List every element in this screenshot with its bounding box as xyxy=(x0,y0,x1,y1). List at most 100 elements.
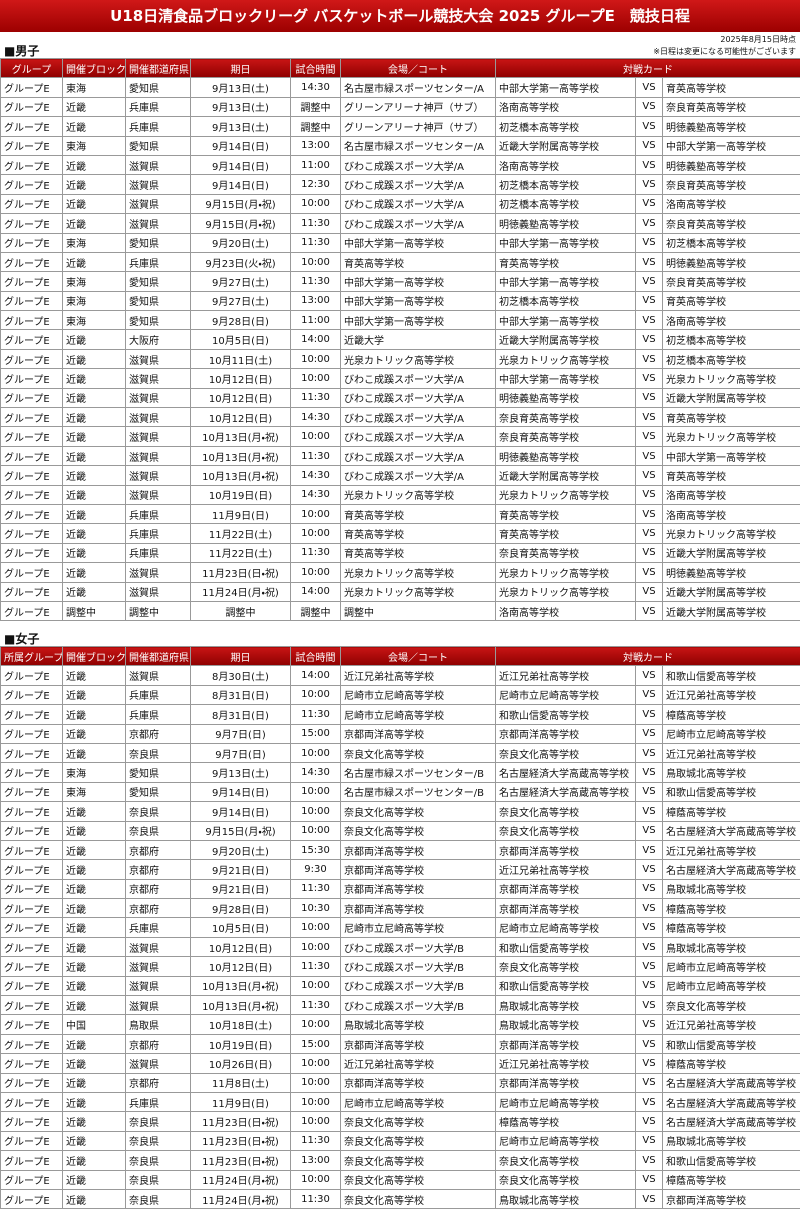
cell: VS xyxy=(635,781,663,803)
cell: VS xyxy=(635,465,663,486)
cell: 近畿 xyxy=(62,898,126,919)
row: グループE 近畿 京都府 9月21日(日) 9:30 京都両洋高等学校 近江兄弟社高等学校 V… xyxy=(0,859,800,880)
cell: 滋賀県 xyxy=(125,193,191,215)
cell: 10月5日(日) xyxy=(190,329,291,350)
cell: 名古屋経済大学高蔵高等学校 xyxy=(662,1072,800,1093)
cell: 9月13日(土) xyxy=(190,116,291,137)
cell: グループE xyxy=(0,484,63,505)
cell: 近江兄弟社高等学校 xyxy=(495,1053,636,1074)
cell: 尼崎市立尼崎高等学校 xyxy=(495,917,636,938)
cell: グループE xyxy=(0,581,63,602)
cell: 樟蔭高等学校 xyxy=(662,898,800,919)
cell: 奈良育英高等学校 xyxy=(495,542,636,564)
cell: VS xyxy=(635,684,663,706)
cell: 滋賀県 xyxy=(125,936,191,958)
cell: 育英高等学校 xyxy=(662,465,800,486)
cell: 近畿大学附属高等学校 xyxy=(662,387,800,409)
cell: 10月5日(日) xyxy=(190,917,291,938)
cell: 10:00 xyxy=(290,1014,341,1035)
cell: びわこ成蹊スポーツ大学/A xyxy=(340,445,496,467)
cell: 京都府 xyxy=(125,859,191,880)
cell: グループE xyxy=(0,600,63,622)
cell: グループE xyxy=(0,407,63,428)
cell: 11:00 xyxy=(290,154,341,176)
cell: VS xyxy=(635,975,663,997)
cell: 京都府 xyxy=(125,1072,191,1093)
cell: VS xyxy=(635,174,663,195)
row: グループE 近畿 京都府 11月8日(土) 10:00 京都両洋高等学校 京都両洋高等学校 V… xyxy=(0,1072,800,1093)
row: グループE 近畿 兵庫県 9月13日(土) 調整中 グリーンアリーナ神戸（サブ） 洛南高等学… xyxy=(0,96,800,118)
header-row: 所属グループ 開催ブロック 開催都道府県 期日 試合時間 会場／コート 対戦カード xyxy=(0,645,800,667)
cell: 滋賀県 xyxy=(125,1053,191,1074)
cell: 名古屋経済大学高蔵高等学校 xyxy=(662,1111,800,1132)
cell: VS xyxy=(635,936,663,958)
cell: 近畿大学 xyxy=(340,329,496,350)
cell: 育英高等学校 xyxy=(662,407,800,428)
cell: 近江兄弟社高等学校 xyxy=(662,684,800,706)
cell: 近畿 xyxy=(62,193,126,215)
cell: 11:30 xyxy=(290,542,341,564)
column-header: 開催ブロック xyxy=(62,57,126,79)
cell: 奈良県 xyxy=(125,742,191,764)
cell: 近畿 xyxy=(62,562,126,583)
cell: 奈良県 xyxy=(125,801,191,822)
cell: VS xyxy=(635,310,663,331)
cell: 兵庫県 xyxy=(125,503,191,525)
cell: 9月28日(日) xyxy=(190,310,291,331)
row: グループE 近畿 兵庫県 9月23日(火・祝) 10:00 育英高等学校 育英高等学校 VS 明… xyxy=(0,251,800,273)
cell: 11:30 xyxy=(290,232,341,253)
cell: 尼崎市立尼崎高等学校 xyxy=(340,917,496,938)
cell: 9月21日(日) xyxy=(190,859,291,880)
cell: 11:30 xyxy=(290,1188,341,1210)
cell: 11月22日(土) xyxy=(190,542,291,564)
cell: 近江兄弟社高等学校 xyxy=(495,859,636,880)
cell: 9月14日(日) xyxy=(190,154,291,176)
column-header: 会場／コート xyxy=(340,645,496,667)
cell: 10月19日(日) xyxy=(190,484,291,505)
cell: 9月15日(月・祝) xyxy=(190,820,291,841)
cell: 10月11日(土) xyxy=(190,348,291,370)
title: U18日清食品ブロックリーグ バスケットボール競技大会 2025 グループE 競… xyxy=(0,0,800,32)
cell: びわこ成蹊スポーツ大学/A xyxy=(340,426,496,447)
cell: 洛南高等学校 xyxy=(495,96,636,118)
cell: 9月27日(土) xyxy=(190,271,291,292)
cell: VS xyxy=(635,368,663,389)
cell: グリーンアリーナ神戸（サブ） xyxy=(340,96,496,118)
cell: グループE xyxy=(0,1150,63,1171)
cell: VS xyxy=(635,1033,663,1055)
cell: 京都両洋高等学校 xyxy=(340,1033,496,1055)
cell: 鳥取城北高等学校 xyxy=(662,1130,800,1152)
cell: 光泉カトリック高等学校 xyxy=(495,581,636,602)
cell: 14:30 xyxy=(290,77,341,98)
cell: 和歌山信愛高等学校 xyxy=(662,1033,800,1055)
cell: びわこ成蹊スポーツ大学/A xyxy=(340,154,496,176)
cell: グループE xyxy=(0,251,63,273)
cell: VS xyxy=(635,742,663,764)
cell: 滋賀県 xyxy=(125,665,191,686)
cell: 11:30 xyxy=(290,213,341,234)
cell: 奈良文化高等学校 xyxy=(495,956,636,977)
cell: 初芝橋本高等学校 xyxy=(662,232,800,253)
cell: VS xyxy=(635,407,663,428)
cell: VS xyxy=(635,154,663,176)
row: グループE 近畿 滋賀県 9月15日(月・祝) 10:00 びわこ成蹊スポーツ大学/A 初芝… xyxy=(0,193,800,215)
row: グループE 近畿 奈良県 11月24日(月・祝) 10:00 奈良文化高等学校 奈良文化高等… xyxy=(0,1169,800,1190)
column-header: 開催都道府県 xyxy=(125,645,191,667)
cell: 近畿 xyxy=(62,704,126,725)
cell: 京都両洋高等学校 xyxy=(340,839,496,861)
cell: 育英高等学校 xyxy=(662,290,800,312)
cell: 奈良文化高等学校 xyxy=(495,1150,636,1171)
cell: 尼崎市立尼崎高等学校 xyxy=(662,975,800,997)
cell: 名古屋市緑スポーツセンター/B xyxy=(340,781,496,803)
cell: グループE xyxy=(0,174,63,195)
cell: グループE xyxy=(0,503,63,525)
cell: 奈良育英高等学校 xyxy=(495,407,636,428)
cell: 樟蔭高等学校 xyxy=(495,1111,636,1132)
cell: 愛知県 xyxy=(125,77,191,98)
row: グループE 近畿 滋賀県 10月19日(日) 14:30 光泉カトリック高等学校 光泉カトリ… xyxy=(0,484,800,505)
row: グループE 近畿 滋賀県 10月13日(月・祝) 14:30 びわこ成蹊スポーツ大学/A 近… xyxy=(0,465,800,486)
cell: グループE xyxy=(0,1072,63,1093)
note: ※日程は変更になる可能性がございます xyxy=(653,47,796,56)
cell: 奈良県 xyxy=(125,1169,191,1190)
cell: グループE xyxy=(0,820,63,841)
